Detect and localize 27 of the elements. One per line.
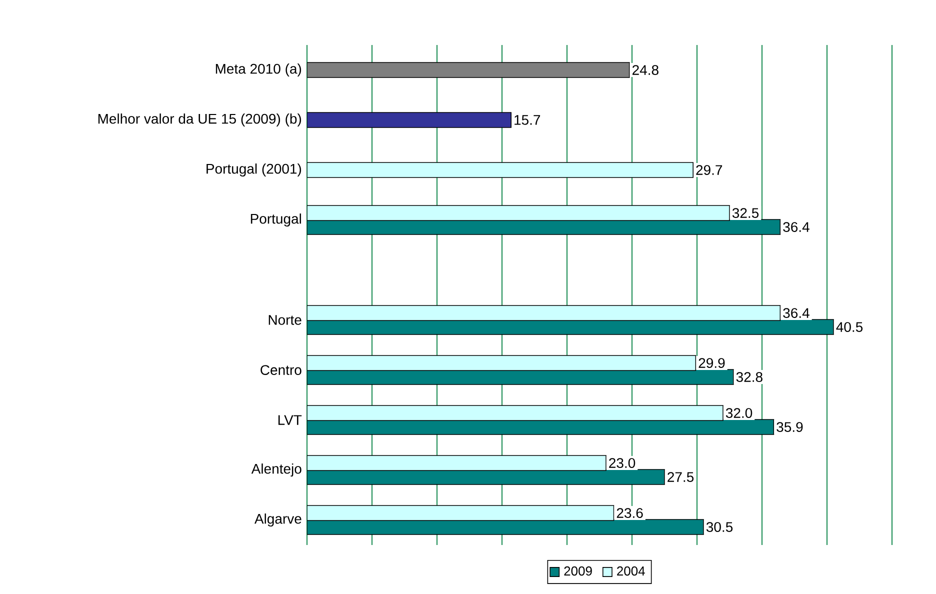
data-label: 24.8 (632, 65, 658, 75)
data-label: 29.7 (696, 165, 722, 175)
data-label: 23.0 (609, 458, 636, 468)
y-tick-label: Meta 2010 (a) (216, 63, 302, 77)
y-tick-label: Algarve (254, 513, 302, 527)
legend-label: 2009 (564, 566, 592, 576)
data-label: 29.9 (698, 358, 725, 368)
data-label: 32.0 (726, 408, 752, 418)
data-label: 32.5 (732, 208, 759, 218)
data-label: 27.5 (668, 472, 694, 482)
y-tick-label: Norte (268, 315, 302, 325)
y-tick-label: Melhor valor da UE 15 (2009) (b) (98, 113, 302, 127)
data-label: 23.6 (616, 508, 643, 518)
data-label: 36.4 (783, 222, 810, 232)
data-label: 15.7 (514, 115, 540, 125)
data-label: 35.9 (776, 422, 803, 432)
y-tick-label: Centro (260, 365, 302, 375)
y-tick-label: Portugal (250, 213, 301, 227)
bar (307, 162, 694, 178)
y-tick-label: LVT (278, 415, 302, 425)
legend-label: 2004 (617, 566, 645, 576)
data-label: 32.8 (736, 372, 762, 382)
y-tick-label: Portugal (2001) (206, 163, 302, 177)
y-tick-label: Alentejo (251, 463, 302, 477)
data-label: 30.5 (706, 522, 733, 532)
data-label: 36.4 (783, 308, 810, 318)
data-label: 40.5 (836, 322, 863, 332)
